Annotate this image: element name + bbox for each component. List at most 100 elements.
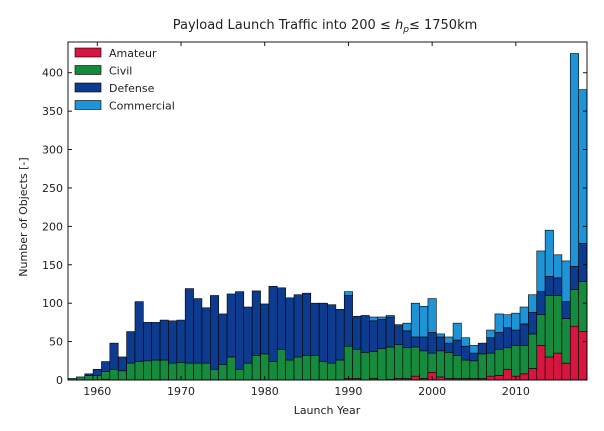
bar-defense-1971 xyxy=(184,288,194,364)
bar-defense-1982 xyxy=(276,287,286,350)
bar-defense-1993 xyxy=(369,320,379,352)
y-tick-label: 250 xyxy=(42,182,63,195)
bar-defense-2007 xyxy=(486,337,496,354)
bar-amateur-2018 xyxy=(578,331,588,381)
bar-commercial-2008 xyxy=(494,313,504,333)
bar-civil-1983 xyxy=(285,359,295,381)
bar-civil-1999 xyxy=(419,350,429,379)
bar-commercial-2007 xyxy=(486,329,496,339)
bar-commercial-1993 xyxy=(369,316,379,322)
legend-label-amateur: Amateur xyxy=(109,47,157,60)
y-tick-label: 350 xyxy=(42,105,63,118)
legend-swatch-defense xyxy=(74,82,102,93)
bar-amateur-2017 xyxy=(569,325,579,381)
bar-civil-1971 xyxy=(184,362,194,381)
bar-defense-2006 xyxy=(477,342,487,355)
bar-defense-1962 xyxy=(109,342,119,370)
y-tick-label: 300 xyxy=(42,144,63,157)
bar-defense-1988 xyxy=(327,304,337,364)
bars xyxy=(67,53,588,381)
bar-civil-1963 xyxy=(117,370,127,381)
chart-title: Payload Launch Traffic into 200 ≤ hp≤ 17… xyxy=(173,18,478,35)
bar-defense-1975 xyxy=(218,313,228,365)
legend-swatch-commercial xyxy=(74,100,102,110)
bar-commercial-2002 xyxy=(444,336,454,344)
bar-civil-2015 xyxy=(553,295,563,354)
bar-commercial-1998 xyxy=(410,302,420,338)
bar-defense-1996 xyxy=(394,324,404,345)
legend-swatch-amateur xyxy=(74,47,102,58)
bar-civil-1958 xyxy=(76,376,86,381)
bar-civil-2014 xyxy=(544,295,554,358)
bar-civil-1974 xyxy=(210,368,219,381)
bar-commercial-2003 xyxy=(452,322,462,341)
bar-civil-1973 xyxy=(201,362,211,381)
bar-defense-2008 xyxy=(494,332,504,350)
bar-defense-1998 xyxy=(410,336,420,348)
y-tick-label: 100 xyxy=(42,297,63,310)
bar-civil-1978 xyxy=(243,362,253,381)
bar-civil-1972 xyxy=(193,362,203,381)
bar-civil-2017 xyxy=(569,289,579,327)
y-tick-label: 200 xyxy=(42,220,63,233)
bar-civil-1995 xyxy=(385,346,395,380)
bar-commercial-2017 xyxy=(569,53,579,267)
bar-civil-1989 xyxy=(335,359,345,381)
bar-defense-1989 xyxy=(335,309,345,361)
legend-swatch-civil xyxy=(74,65,102,75)
bar-defense-2011 xyxy=(519,323,529,346)
x-tick-label: 1990 xyxy=(334,385,362,398)
bar-defense-1977 xyxy=(235,291,245,370)
bar-defense-2015 xyxy=(553,277,563,296)
bar-defense-1994 xyxy=(377,319,387,349)
bar-civil-1982 xyxy=(276,348,286,381)
bar-defense-1965 xyxy=(134,301,144,362)
bar-amateur-2013 xyxy=(536,345,546,381)
x-tick-label: 2000 xyxy=(418,385,446,398)
bar-defense-1976 xyxy=(226,293,236,358)
bar-defense-2017 xyxy=(569,266,579,290)
bar-civil-1959 xyxy=(84,375,94,381)
bar-defense-1985 xyxy=(302,292,312,356)
bar-commercial-2011 xyxy=(519,306,529,325)
bar-civil-2008 xyxy=(494,348,504,376)
bar-defense-1995 xyxy=(385,316,395,348)
bar-amateur-2009 xyxy=(502,368,512,381)
bar-civil-1976 xyxy=(226,356,236,381)
bar-civil-1987 xyxy=(318,361,328,381)
bar-amateur-2007 xyxy=(486,375,496,381)
bar-defense-1968 xyxy=(159,319,169,361)
bar-commercial-2015 xyxy=(553,254,563,279)
bar-amateur-2001 xyxy=(436,376,445,381)
bar-defense-1967 xyxy=(151,322,161,361)
legend-label-commercial: Commercial xyxy=(109,100,175,113)
bar-defense-2002 xyxy=(444,342,454,353)
bar-civil-1969 xyxy=(168,362,178,381)
bar-defense-1970 xyxy=(176,319,186,363)
bar-defense-2001 xyxy=(436,336,445,352)
bar-defense-1973 xyxy=(201,307,211,364)
bar-commercial-2010 xyxy=(511,312,521,331)
bar-civil-1966 xyxy=(143,360,153,381)
bar-civil-1998 xyxy=(410,346,420,377)
bar-civil-2013 xyxy=(536,314,546,346)
bar-civil-1988 xyxy=(327,362,337,381)
bar-commercial-2004 xyxy=(461,337,471,347)
bar-commercial-2018 xyxy=(578,89,588,244)
bar-defense-1983 xyxy=(285,297,295,361)
bar-defense-1997 xyxy=(402,330,412,349)
bar-defense-1990 xyxy=(343,295,353,347)
plot-frame xyxy=(67,41,588,381)
bar-commercial-2000 xyxy=(427,298,437,333)
bar-commercial-2013 xyxy=(536,250,546,292)
bar-amateur-2016 xyxy=(561,362,571,381)
bar-civil-1993 xyxy=(369,351,379,379)
bar-defense-1974 xyxy=(210,295,219,370)
bar-defense-2014 xyxy=(544,275,554,296)
axes: 1960 1970 1980 1990 2000 2010 0 50 100 150 200 250 3… xyxy=(42,41,588,398)
bar-defense-1979 xyxy=(251,290,261,356)
bar-civil-2000 xyxy=(427,352,437,373)
bar-commercial-2012 xyxy=(528,294,538,313)
bar-civil-2005 xyxy=(469,360,479,379)
